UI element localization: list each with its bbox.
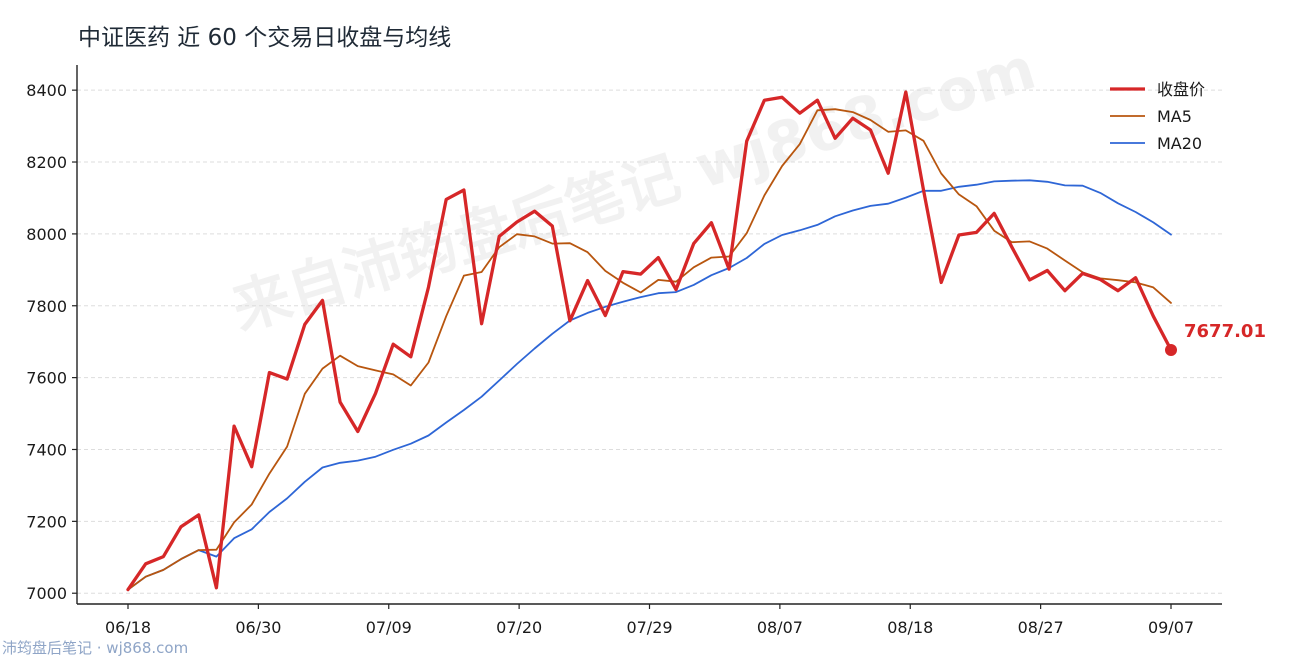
x-tick-label-3: 07/20 — [496, 618, 542, 637]
y-tick-label-8200: 8200 — [26, 153, 67, 172]
last-value-marker-group: 7677.01 — [1165, 321, 1266, 356]
legend-label-2: MA20 — [1157, 134, 1202, 153]
y-tick-label-7200: 7200 — [26, 512, 67, 531]
series-line-2 — [127, 179, 1172, 591]
chart-title: 中证医药 近 60 个交易日收盘与均线 — [78, 25, 451, 51]
series-line-0 — [126, 90, 1173, 592]
footer-source: 沛筠盘后笔记 · wj868.com — [2, 639, 188, 657]
y-tick-label-8000: 8000 — [26, 225, 67, 244]
y-tick-label-7000: 7000 — [26, 584, 67, 603]
last-value-label: 7677.01 — [1184, 321, 1266, 342]
x-tick-label-0: 06/18 — [105, 618, 151, 637]
y-axis-ticks: 7000 7200 7400 7600 7800 8000 8200 8400 — [26, 81, 77, 603]
y-tick-label-7600: 7600 — [26, 369, 67, 388]
x-axis-ticks: 06/18 06/30 07/09 07/20 07/29 08/07 08/18 08/27… — [105, 604, 1194, 637]
last-value-dot — [1165, 343, 1177, 356]
x-tick-label-8: 09/07 — [1148, 618, 1194, 637]
x-tick-label-7: 08/27 — [1018, 618, 1064, 637]
watermark: 来自沛筠盘后笔记 wj868.com — [224, 34, 1043, 343]
y-tick-label-7400: 7400 — [26, 440, 67, 459]
y-tick-label-7800: 7800 — [26, 297, 67, 316]
x-tick-label-6: 08/18 — [887, 618, 933, 637]
y-tick-label-8400: 8400 — [26, 81, 67, 100]
series-lines — [126, 90, 1173, 592]
legend: 收盘价 MA5 MA20 — [1110, 80, 1205, 153]
legend-label-0: 收盘价 — [1157, 80, 1205, 99]
x-tick-label-1: 06/30 — [235, 618, 281, 637]
x-tick-label-4: 07/29 — [626, 618, 672, 637]
x-tick-label-2: 07/09 — [366, 618, 412, 637]
x-tick-label-5: 08/07 — [757, 618, 803, 637]
series-line-1 — [127, 108, 1172, 591]
legend-label-1: MA5 — [1157, 107, 1192, 126]
